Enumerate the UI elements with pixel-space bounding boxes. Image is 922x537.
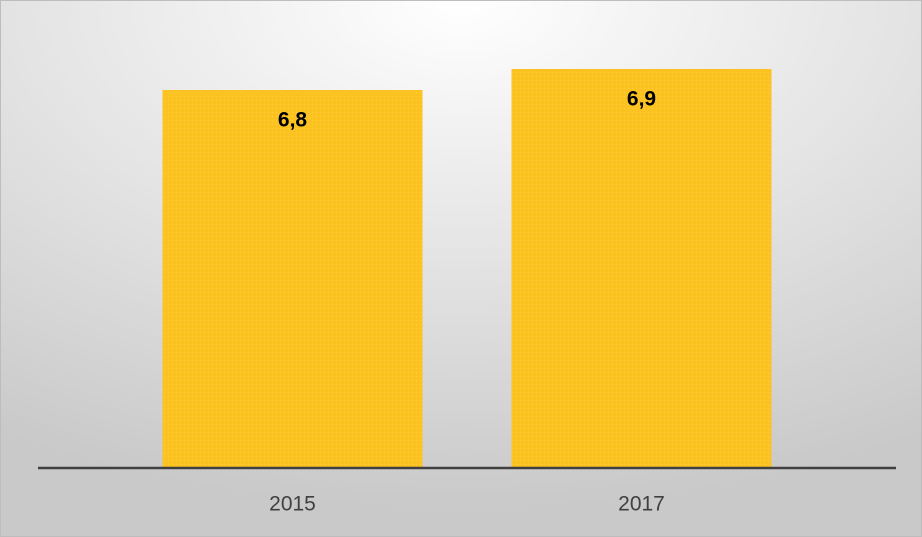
x-tick-label: 2015 <box>269 493 316 516</box>
bar-texture <box>511 69 772 468</box>
plot-area: 6,8 2015 6,9 2017 <box>38 69 896 516</box>
data-label: 6,8 <box>278 109 308 132</box>
x-tick-label: 2017 <box>618 493 665 516</box>
data-label: 6,9 <box>627 88 656 111</box>
bar-texture <box>162 90 423 468</box>
